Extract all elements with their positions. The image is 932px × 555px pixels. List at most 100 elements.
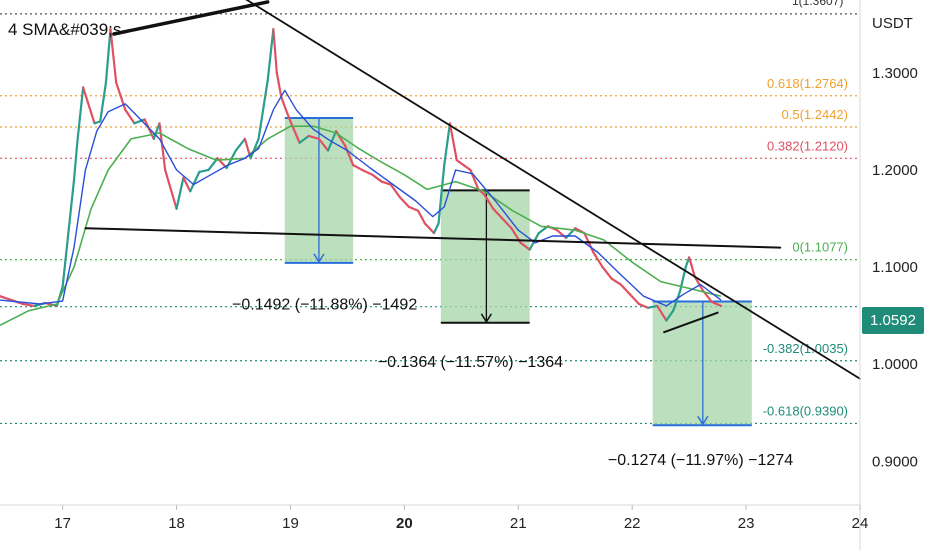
price-segment-7: [61, 231, 70, 288]
price-segment-14: [99, 81, 108, 123]
price-series-group: [0, 28, 723, 327]
price-segment-18: [124, 108, 136, 125]
price-segment-57: [432, 222, 440, 235]
price-segment-41: [289, 120, 301, 144]
price-segment-26: [182, 176, 192, 193]
y-axis[interactable]: 1.3000 1.2000 1.1000 1.0000 0.9000: [872, 65, 918, 470]
fib-label-6: -0.382(1.0035): [763, 341, 848, 356]
price-segment-36: [266, 28, 275, 82]
price-segment-8: [67, 178, 76, 235]
price-segment-52: [389, 183, 401, 199]
price-segment-48: [352, 163, 364, 172]
price-segment-56: [423, 222, 436, 235]
measure-labels: −0.1492 (−11.88%) −1492 −0.1364 (−11.57%)…: [232, 296, 793, 469]
measure-arrow-head-0: [313, 253, 325, 264]
price-segment-37: [272, 28, 278, 74]
fib-label-4: 0(1.1077): [792, 240, 848, 255]
y-tick-label-4: 0.9000: [872, 453, 918, 470]
price-segment-10: [76, 86, 85, 142]
trend-line-1: [245, 0, 861, 380]
measure-arrow-head-1: [480, 313, 493, 324]
y-tick-label-2: 1.1000: [872, 259, 918, 276]
price-segment-59: [443, 122, 452, 167]
price-segment-84: [656, 304, 668, 322]
price-segment-86: [672, 290, 682, 312]
x-tick-label-6: 23: [738, 515, 755, 532]
price-segment-79: [610, 277, 622, 286]
measure-label-1: −0.1364 (−11.57%) −1364: [378, 354, 563, 371]
price-segment-61: [455, 159, 465, 167]
price-segment-49: [361, 168, 374, 176]
price-segment-92: [710, 300, 723, 308]
price-segment-3: [21, 302, 36, 308]
y-tick-label-3: 1.0000: [872, 356, 918, 373]
price-segment-58: [437, 163, 446, 225]
price-segment-85: [665, 309, 675, 322]
price-segment-24: [169, 188, 178, 210]
price-segment-9: [72, 139, 79, 181]
x-tick-label-0: 17: [54, 515, 71, 532]
price-segment-53: [398, 196, 411, 208]
measure-box-1: [440, 190, 530, 323]
fib-label-1: 0.618(1.2764): [767, 76, 848, 91]
fib-label-3: 0.382(1.2120): [767, 138, 848, 153]
sma-slow-line: [0, 125, 722, 327]
price-segment-55: [416, 209, 426, 225]
price-segment-66: [492, 207, 504, 220]
price-segment-25: [175, 176, 185, 210]
price-segment-78: [601, 265, 613, 280]
currency-label: USDT: [872, 15, 913, 32]
x-tick-label-7: 24: [852, 515, 869, 532]
measure-label-0: −0.1492 (−11.88%) −1492: [232, 296, 417, 313]
price-segment-80: [619, 283, 632, 296]
last-price-tag: 1.0592: [862, 307, 924, 334]
price-segment-51: [380, 180, 392, 186]
measure-label-2: −0.1274 (−11.97%) −1274: [608, 452, 793, 469]
price-segment-19: [133, 118, 146, 125]
price-segment-89: [688, 256, 696, 278]
price-segment-44: [317, 137, 330, 152]
price-segment-27: [189, 170, 201, 193]
price-segment-39: [280, 96, 288, 111]
price-segment-22: [158, 122, 167, 172]
price-segment-12: [86, 100, 96, 125]
y-tick-label-0: 1.3000: [872, 65, 918, 82]
trend-line-2: [84, 227, 782, 249]
price-segment-90: [693, 275, 704, 292]
x-axis[interactable]: 17 18 19 20 21 22 23 24: [54, 505, 868, 532]
price-segment-1: [0, 295, 13, 302]
price-segment-23: [164, 168, 172, 191]
indicator-label[interactable]: 4 SMA&#039;s: [8, 20, 122, 39]
price-segment-35: [257, 79, 269, 140]
price-segment-32: [234, 137, 247, 152]
price-segment-34: [249, 137, 260, 160]
price-segment-83: [647, 304, 659, 309]
x-tick-label-3: 20: [396, 515, 413, 532]
price-segment-38: [275, 71, 283, 99]
price-segment-43: [307, 134, 321, 140]
fib-label-2: 0.5(1.2442): [782, 107, 849, 122]
price-segment-67: [501, 217, 513, 230]
price-segment-82: [637, 302, 650, 309]
price-segment-16: [109, 28, 118, 84]
price-segment-11: [82, 86, 89, 104]
price-segment-65: [483, 193, 495, 210]
price-segment-77: [592, 251, 604, 269]
price-segment-81: [628, 293, 641, 306]
price-segment-62: [462, 163, 472, 172]
price-segment-47: [344, 144, 355, 167]
y-tick-label-1: 1.2000: [872, 162, 918, 179]
price-segment-60: [448, 122, 458, 162]
fib-label-7: -0.618(0.9390): [763, 403, 848, 418]
price-segment-28: [198, 168, 210, 173]
x-tick-label-4: 21: [510, 515, 527, 532]
trend-lines: [84, 0, 861, 380]
price-segment-69: [519, 241, 531, 251]
trend-line-3: [663, 311, 719, 334]
x-tick-label-1: 18: [168, 515, 185, 532]
measure-arrow-head-2: [697, 415, 709, 426]
price-segment-21: [152, 122, 161, 140]
top-fib-label: 1(1.3607): [792, 0, 844, 8]
